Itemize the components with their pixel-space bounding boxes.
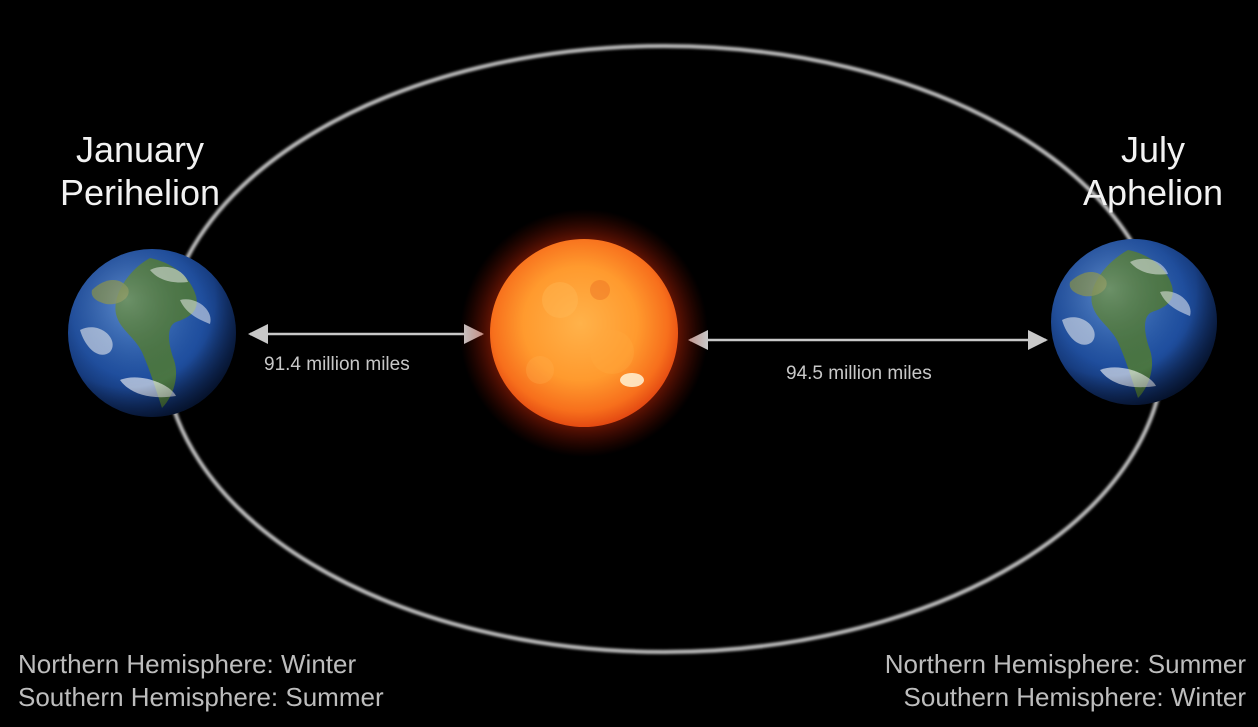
- perihelion-southern-season: Southern Hemisphere: Summer: [18, 681, 384, 712]
- aphelion-southern-season: Southern Hemisphere: Winter: [903, 681, 1246, 712]
- perihelion-distance-label: 91.4 million miles: [264, 354, 410, 375]
- sun-icon: [460, 209, 708, 457]
- perihelion-name: Perihelion: [59, 172, 221, 214]
- aphelion-distance-label: 94.5 million miles: [786, 363, 932, 384]
- aphelion-northern-season: Northern Hemisphere: Summer: [884, 649, 1246, 679]
- aphelion-name: Aphelion: [1082, 172, 1224, 214]
- earth-globe-icon: [68, 249, 236, 417]
- perihelion-northern-season: Northern Hemisphere: Winter: [18, 649, 357, 679]
- aphelion-title: July Aphelion: [1058, 128, 1248, 214]
- perihelion-month: January: [75, 129, 205, 170]
- earth-globe-icon: [1051, 239, 1217, 405]
- aphelion-month: July: [1120, 129, 1186, 170]
- perihelion-seasons: Northern Hemisphere: Winter Southern Hem…: [18, 648, 384, 713]
- perihelion-title: January Perihelion: [40, 128, 240, 214]
- aphelion-seasons: Northern Hemisphere: Summer Southern Hem…: [885, 648, 1246, 713]
